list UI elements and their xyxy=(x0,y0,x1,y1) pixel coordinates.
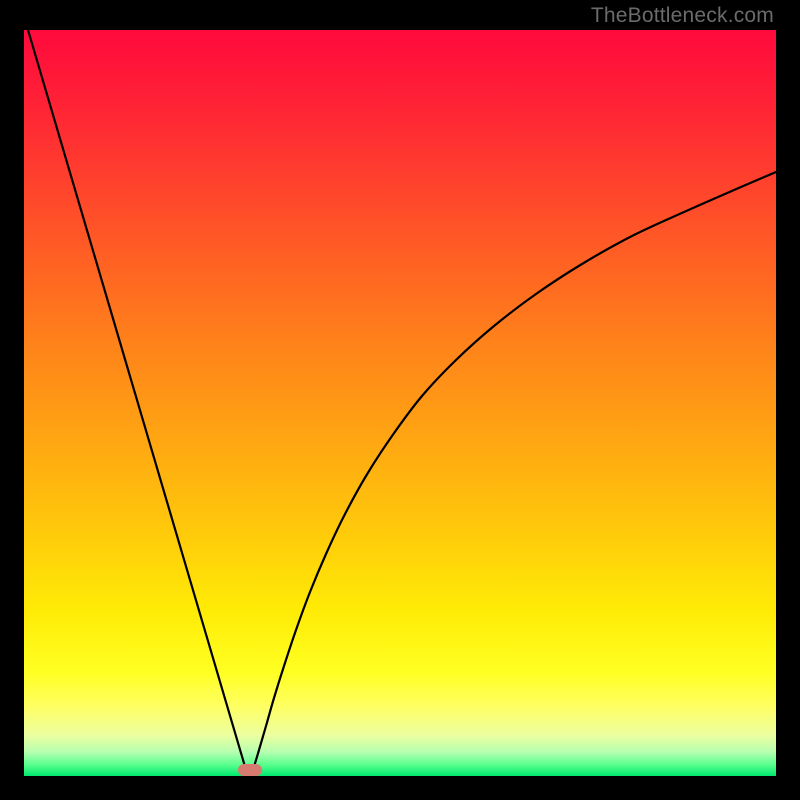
chart-frame xyxy=(24,30,776,776)
watermark-text: TheBottleneck.com xyxy=(591,4,774,28)
chart-svg xyxy=(24,30,776,776)
min-marker xyxy=(238,764,262,776)
